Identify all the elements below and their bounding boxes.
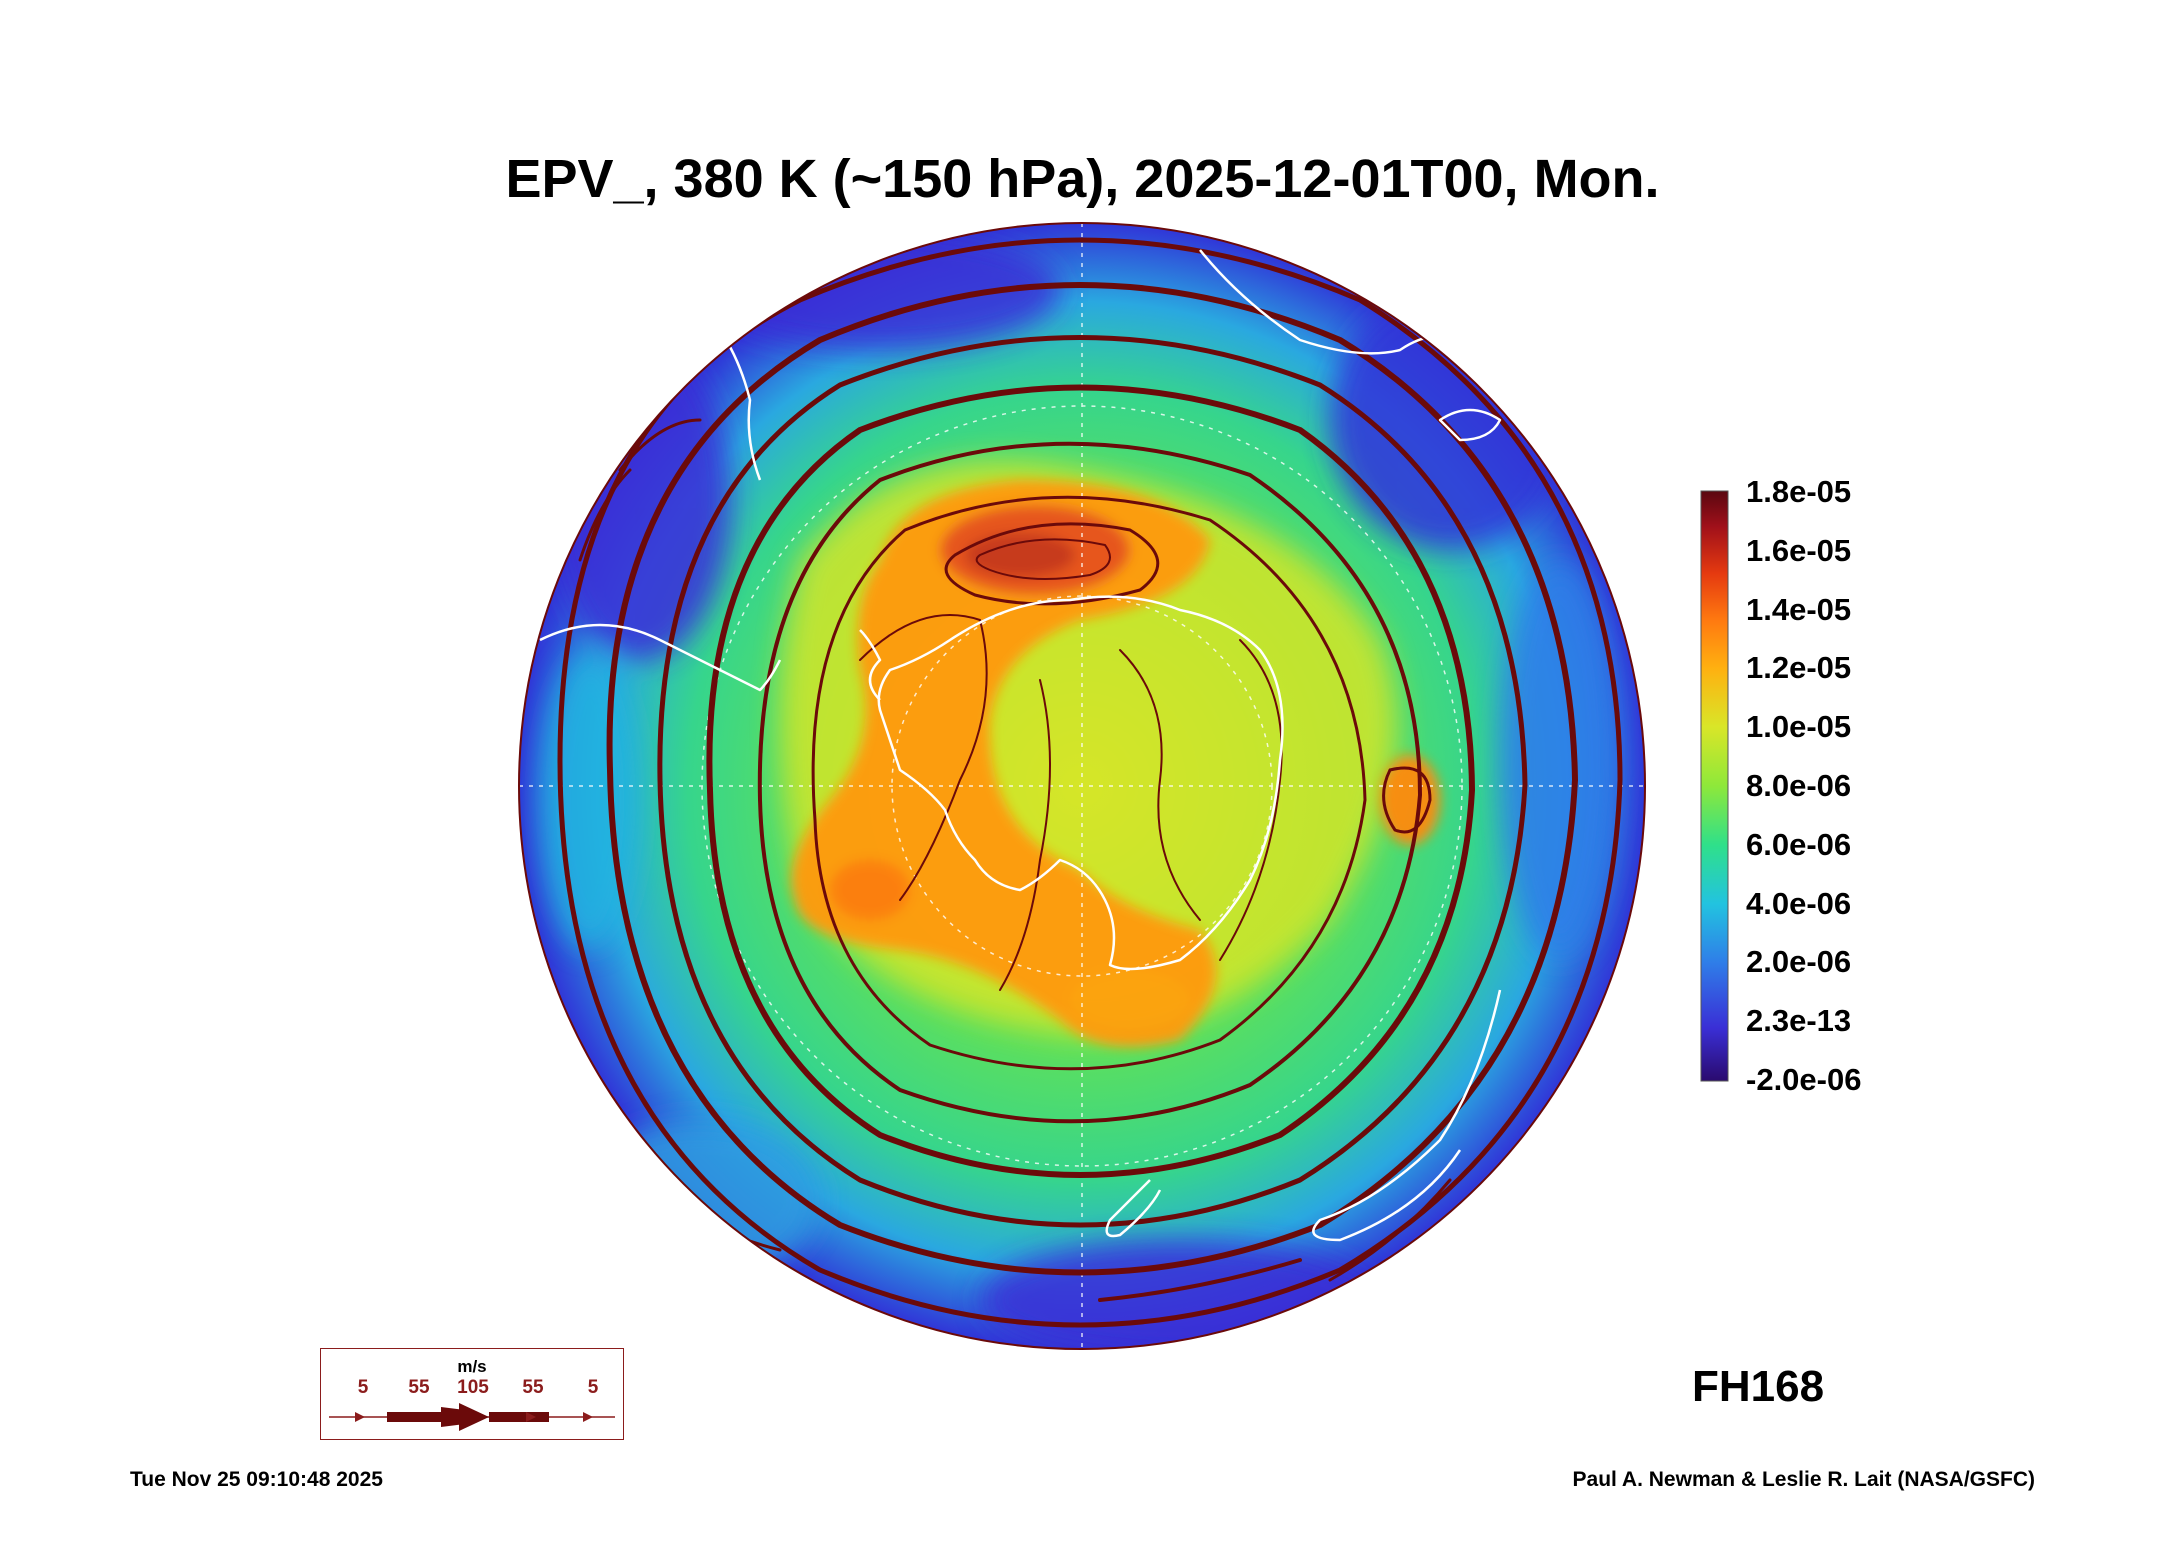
colorbar-tick-label: 1.0e-05 — [1746, 709, 1852, 744]
colorbar-tick-label: 2.0e-06 — [1746, 944, 1852, 979]
wind-unit-label: m/s — [457, 1357, 487, 1376]
wind-speed-label: 55 — [522, 1377, 544, 1398]
colorbar-tick-label: 4.0e-06 — [1746, 886, 1852, 921]
colorbar — [1700, 490, 1729, 1082]
chart-title: EPV_, 380 K (~150 hPa), 2025-12-01T00, M… — [505, 149, 1660, 209]
forecast-hour-label: FH168 — [1692, 1362, 1825, 1411]
credit-line: Paul A. Newman & Leslie R. Lait (NASA/GS… — [1572, 1468, 2035, 1491]
lat-lon-grid — [519, 223, 1645, 1349]
coastlines — [539, 249, 1502, 1242]
wind-speed-label: 5 — [587, 1377, 599, 1398]
colorbar-tick-label: 1.8e-05 — [1746, 474, 1852, 509]
wind-speed-label: 55 — [408, 1377, 430, 1398]
colorbar-tick-label: 2.3e-13 — [1746, 1003, 1852, 1038]
colorbar-tick-label: 1.2e-05 — [1746, 650, 1852, 685]
colorbar-tick-label: -2.0e-06 — [1746, 1062, 1862, 1097]
colorbar-tick-label: 1.4e-05 — [1746, 592, 1852, 627]
wind-arrow-icon — [329, 1403, 615, 1431]
run-timestamp: Tue Nov 25 09:10:48 2025 — [130, 1468, 383, 1491]
map-boundary — [518, 222, 1646, 1350]
wind-speed-label: 105 — [457, 1377, 489, 1398]
wind-speed-legend: m/s 5 55 105 55 5 — [320, 1348, 624, 1440]
colorbar-tick-label: 8.0e-06 — [1746, 768, 1852, 803]
colorbar-tick-label: 1.6e-05 — [1746, 533, 1852, 568]
wind-speed-label: 5 — [357, 1377, 369, 1398]
colorbar-tick-label: 6.0e-06 — [1746, 827, 1852, 862]
streamlines — [557, 237, 1623, 1328]
